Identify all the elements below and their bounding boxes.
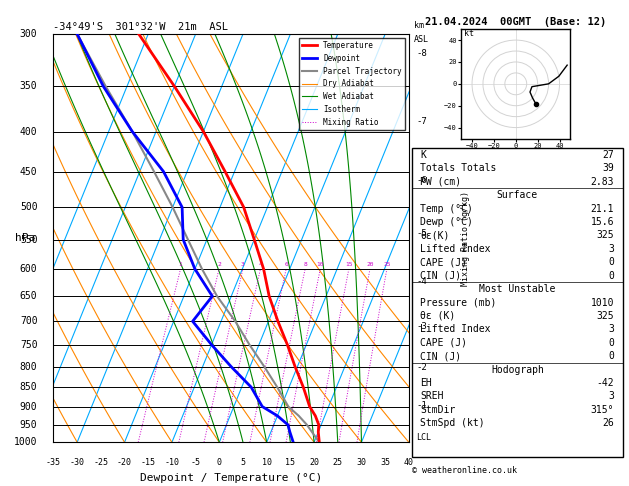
Text: CIN (J): CIN (J)	[420, 351, 462, 361]
Text: K: K	[420, 150, 426, 160]
Text: -35: -35	[46, 458, 61, 467]
Text: 315°: 315°	[591, 405, 615, 415]
Text: 40: 40	[404, 458, 414, 467]
Text: -34°49'S  301°32'W  21m  ASL: -34°49'S 301°32'W 21m ASL	[53, 22, 228, 32]
Text: 30: 30	[357, 458, 367, 467]
Text: EH: EH	[420, 378, 432, 388]
Text: 21.1: 21.1	[591, 204, 615, 214]
Text: Dewpoint / Temperature (°C): Dewpoint / Temperature (°C)	[140, 473, 322, 483]
Text: ASL: ASL	[414, 35, 429, 44]
Text: 25: 25	[383, 262, 391, 267]
Text: 0: 0	[608, 338, 615, 348]
Text: StmSpd (kt): StmSpd (kt)	[420, 418, 485, 428]
Text: -15: -15	[141, 458, 156, 467]
Text: 20: 20	[309, 458, 319, 467]
Text: 600: 600	[20, 264, 38, 274]
Text: 800: 800	[20, 362, 38, 372]
Text: 4: 4	[259, 262, 262, 267]
Text: 27: 27	[603, 150, 615, 160]
Text: -2: -2	[416, 363, 426, 372]
Text: km: km	[414, 21, 424, 30]
Text: Most Unstable: Most Unstable	[479, 284, 555, 294]
Text: 850: 850	[20, 382, 38, 392]
Text: StmDir: StmDir	[420, 405, 455, 415]
Text: 350: 350	[20, 81, 38, 91]
Text: CAPE (J): CAPE (J)	[420, 257, 467, 267]
Text: 3: 3	[608, 391, 615, 401]
Text: 550: 550	[20, 235, 38, 244]
Text: 325: 325	[597, 311, 615, 321]
Text: -8: -8	[416, 49, 426, 58]
Text: 35: 35	[380, 458, 390, 467]
Text: -4: -4	[416, 277, 426, 286]
Text: -5: -5	[416, 229, 426, 238]
Text: PW (cm): PW (cm)	[420, 177, 462, 187]
Text: 15.6: 15.6	[591, 217, 615, 227]
Text: 0: 0	[608, 351, 615, 361]
Text: 650: 650	[20, 291, 38, 301]
Text: 1010: 1010	[591, 297, 615, 308]
Text: 0: 0	[608, 271, 615, 281]
Text: 2: 2	[217, 262, 221, 267]
Text: 400: 400	[20, 126, 38, 137]
Text: 950: 950	[20, 420, 38, 430]
Text: LCL: LCL	[416, 433, 431, 441]
Text: kt: kt	[464, 29, 474, 38]
Text: 1: 1	[179, 262, 182, 267]
Text: SREH: SREH	[420, 391, 444, 401]
Text: Lifted Index: Lifted Index	[420, 324, 491, 334]
Text: 10: 10	[262, 458, 272, 467]
Text: 3: 3	[241, 262, 245, 267]
Text: 750: 750	[20, 340, 38, 350]
Text: 15: 15	[286, 458, 296, 467]
Text: 325: 325	[597, 230, 615, 241]
Text: θε (K): θε (K)	[420, 311, 455, 321]
Text: -7: -7	[416, 117, 426, 126]
Text: -20: -20	[117, 458, 132, 467]
Text: 3: 3	[608, 324, 615, 334]
Text: 39: 39	[603, 163, 615, 174]
Text: hPa: hPa	[15, 233, 35, 243]
Text: -3: -3	[416, 322, 426, 330]
Text: 6: 6	[284, 262, 288, 267]
Text: -42: -42	[597, 378, 615, 388]
Text: 3: 3	[608, 244, 615, 254]
Text: 26: 26	[603, 418, 615, 428]
Text: -30: -30	[70, 458, 85, 467]
Legend: Temperature, Dewpoint, Parcel Trajectory, Dry Adiabat, Wet Adiabat, Isotherm, Mi: Temperature, Dewpoint, Parcel Trajectory…	[299, 38, 405, 130]
Text: 25: 25	[333, 458, 343, 467]
Text: 500: 500	[20, 202, 38, 212]
Text: 5: 5	[240, 458, 245, 467]
Text: 21.04.2024  00GMT  (Base: 12): 21.04.2024 00GMT (Base: 12)	[425, 17, 606, 27]
Text: 450: 450	[20, 167, 38, 176]
Text: -10: -10	[164, 458, 179, 467]
Text: 0: 0	[608, 257, 615, 267]
Text: 20: 20	[366, 262, 374, 267]
Text: 15: 15	[345, 262, 353, 267]
Text: Lifted Index: Lifted Index	[420, 244, 491, 254]
Text: 2.83: 2.83	[591, 177, 615, 187]
Text: Temp (°C): Temp (°C)	[420, 204, 473, 214]
Text: 900: 900	[20, 401, 38, 412]
Text: Surface: Surface	[497, 190, 538, 200]
Text: Totals Totals: Totals Totals	[420, 163, 497, 174]
Text: 10: 10	[316, 262, 324, 267]
Text: Pressure (mb): Pressure (mb)	[420, 297, 497, 308]
Text: CIN (J): CIN (J)	[420, 271, 462, 281]
Text: © weatheronline.co.uk: © weatheronline.co.uk	[412, 466, 517, 475]
Text: Hodograph: Hodograph	[491, 364, 544, 375]
Text: Dewp (°C): Dewp (°C)	[420, 217, 473, 227]
Text: CAPE (J): CAPE (J)	[420, 338, 467, 348]
Text: 0: 0	[217, 458, 222, 467]
Text: 300: 300	[20, 29, 38, 39]
Text: 700: 700	[20, 316, 38, 326]
Text: Mixing Ratio (g/kg): Mixing Ratio (g/kg)	[461, 191, 470, 286]
Text: θε(K): θε(K)	[420, 230, 450, 241]
Text: -5: -5	[191, 458, 201, 467]
Text: 8: 8	[303, 262, 307, 267]
Text: -25: -25	[93, 458, 108, 467]
Text: 1000: 1000	[14, 437, 38, 447]
Text: -1: -1	[416, 401, 426, 410]
Text: -6: -6	[416, 176, 426, 185]
